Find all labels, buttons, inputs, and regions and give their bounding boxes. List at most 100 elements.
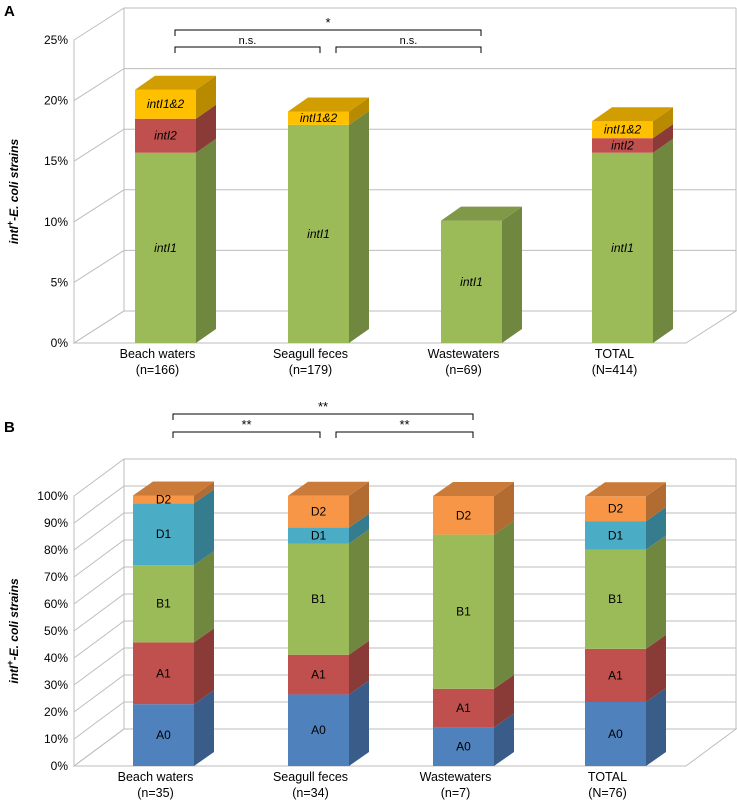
bar-b1 [288,543,349,655]
bar-stack-total: A0 A1 B1 D1 D2 [585,482,666,766]
segment-label: B1 [311,592,326,606]
significance-label: ** [318,399,328,414]
significance-label: n.s. [400,35,418,47]
bar-inti1 [592,152,653,343]
bar-stack-seagull-feces: A0 A1 B1 D1 D2 [288,481,369,766]
bar-side-b1 [494,520,514,689]
bar-side-b1 [349,529,369,655]
bar-inti2 [592,138,653,153]
gridline [73,128,736,162]
y-axis-title-suffix: -E. coli strains [7,139,21,221]
y-axis-title: intI+-E. coli strains [5,578,21,684]
gridline [73,728,736,767]
gridlines [72,7,737,344]
y-tick-label: 20% [44,705,68,719]
segment-label: intI1&2 [300,111,338,125]
x-category-n: (N=76) [588,786,627,800]
bar-top [592,107,673,122]
x-category-n: (n=179) [289,363,332,377]
bar-a0 [133,704,194,766]
panel-a: 0%5%10%15%20%25%intI+-E. coli strainsint… [4,3,737,377]
bar-a1 [133,642,194,705]
bar-side-b1 [194,551,214,643]
bar-side-a1 [646,634,666,703]
segment-label: A1 [311,668,326,682]
bar-side-inti1and2 [196,75,216,119]
gridline [73,189,736,223]
segment-label: intI1 [154,241,177,255]
segment-label: intI1 [307,227,330,241]
bar-d2 [433,496,494,535]
bracket-line [174,29,482,36]
x-category-label: TOTAL [595,347,634,361]
bar-b1 [585,549,646,649]
segment-label: D1 [311,529,327,543]
y-tick-label: 60% [44,597,68,611]
y-tick-label: 70% [44,570,68,584]
bar-d1 [288,527,349,544]
gridline [73,647,736,686]
significance-bracket: n.s. [174,35,321,53]
bar-side-d1 [646,507,666,550]
x-category-n: (n=166) [136,363,179,377]
bar-a1 [288,654,349,695]
y-tick-label: 20% [44,94,68,108]
segment-label: D1 [608,528,624,542]
segment-label: D2 [456,508,472,522]
bar-inti2 [135,118,196,153]
bar-d1 [585,521,646,550]
x-category-label: Seagull feces [273,347,348,361]
bar-d2 [288,495,349,528]
bar-side-a1 [494,674,514,728]
bracket-line [335,431,474,438]
x-category-label: Seagull feces [273,770,348,784]
bracket-line [172,413,474,420]
gridline [73,485,736,524]
gridline [73,674,736,713]
bar-side-inti2 [653,124,673,153]
bracket-line [174,46,321,53]
bar-stack-seagull-feces: intI1 intI1&2 [288,97,369,343]
significance-bracket: n.s. [335,35,482,53]
x-category-n: (N=414) [592,363,638,377]
y-tick-label: 40% [44,651,68,665]
y-axis-title-sup: + [5,221,15,226]
bar-side-d1 [349,513,369,544]
bar-stack-beach-waters: A0 A1 B1 D1 D2 [133,481,214,766]
bar-side-a0 [494,713,514,766]
x-category-label: Wastewaters [420,770,492,784]
segment-label: intI1&2 [604,123,642,137]
segment-label: B1 [456,605,471,619]
segment-label: B1 [608,592,623,606]
bar-top [133,481,214,496]
bar-d2 [585,496,646,522]
segment-label: A0 [311,723,326,737]
panel-letter: B [4,419,15,436]
bar-top [441,206,522,221]
segment-label: intI1 [611,241,634,255]
segment-label: A1 [156,666,171,680]
x-category-n: (n=7) [441,786,471,800]
significance-label: * [325,15,330,30]
y-tick-label: 90% [44,516,68,530]
y-tick-label: 15% [44,154,68,168]
bar-inti1and2 [288,111,349,125]
bar-side-inti1 [196,138,216,343]
y-tick-label: 0% [51,336,69,350]
bar-side-a0 [646,688,666,766]
significance-label: ** [399,417,409,432]
gridlines [72,458,737,767]
y-tick-label: 80% [44,543,68,557]
segment-label: intI2 [611,138,634,152]
bar-stack-wastewaters: intI1 [441,206,522,343]
y-axis-title: intI+-E. coli strains [5,139,21,245]
gridline [73,7,736,41]
y-axis-title-prefix: intI [7,225,21,244]
y-tick-label: 50% [44,624,68,638]
significance-bracket: ** [172,399,474,420]
segment-label: D2 [156,492,172,506]
bar-top [585,482,666,497]
bar-a1 [433,688,494,728]
segment-label: D1 [156,527,172,541]
y-axis-title-suffix: -E. coli strains [7,578,21,660]
